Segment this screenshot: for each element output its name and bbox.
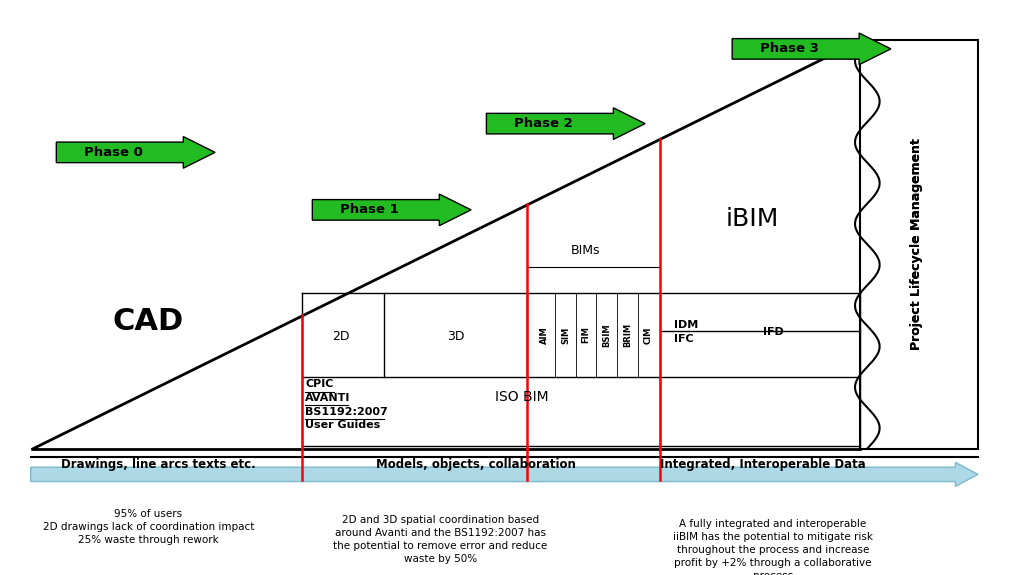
Text: Drawings, line arcs texts etc.: Drawings, line arcs texts etc. [61,458,256,470]
FancyArrow shape [31,462,978,486]
Text: AVANTI: AVANTI [305,393,350,403]
Text: SIM: SIM [561,327,570,343]
Text: Project Lifecycle Management: Project Lifecycle Management [910,139,923,350]
Text: Project Lifecycle Management: Project Lifecycle Management [910,139,923,350]
Text: 95% of users
2D drawings lack of coordination impact
25% waste through rework: 95% of users 2D drawings lack of coordin… [43,509,254,545]
FancyArrow shape [312,194,471,225]
Text: Phase 2: Phase 2 [514,117,572,130]
Text: Phase 3: Phase 3 [760,43,819,55]
Text: BIMs: BIMs [571,244,600,256]
Bar [860,40,978,448]
Text: A fully integrated and interoperable
iiBIM has the potential to mitigate risk
th: A fully integrated and interoperable iiB… [673,519,873,575]
Text: iBIM: iBIM [726,206,779,231]
Text: BS1192:2007: BS1192:2007 [305,407,388,417]
Text: 2D and 3D spatial coordination based
around Avanti and the BS1192:2007 has
the p: 2D and 3D spatial coordination based aro… [333,515,548,564]
Text: BRIM: BRIM [623,323,632,347]
FancyArrow shape [732,33,891,64]
FancyArrow shape [486,108,645,139]
Text: Phase 1: Phase 1 [340,204,398,216]
Text: Integrated, Interoperable Data: Integrated, Interoperable Data [660,458,865,470]
FancyArrow shape [56,136,215,168]
Text: IDM: IDM [674,320,698,330]
Text: User Guides: User Guides [305,420,380,431]
Text: Models, objects, collaboration: Models, objects, collaboration [376,458,577,470]
Polygon shape [31,40,860,448]
Text: CAD: CAD [113,308,184,336]
Text: 3D: 3D [446,330,465,343]
Text: IFC: IFC [674,334,693,344]
Text: Phase 0: Phase 0 [84,146,143,159]
Text: ISO BIM: ISO BIM [496,390,549,404]
Text: CIM: CIM [644,326,652,344]
Text: FIM: FIM [582,327,591,343]
Text: BSIM: BSIM [602,323,611,347]
Text: AIM: AIM [541,326,549,344]
Text: IFD: IFD [763,327,783,338]
Text: 2D: 2D [332,330,350,343]
Text: CPIC: CPIC [305,379,334,389]
